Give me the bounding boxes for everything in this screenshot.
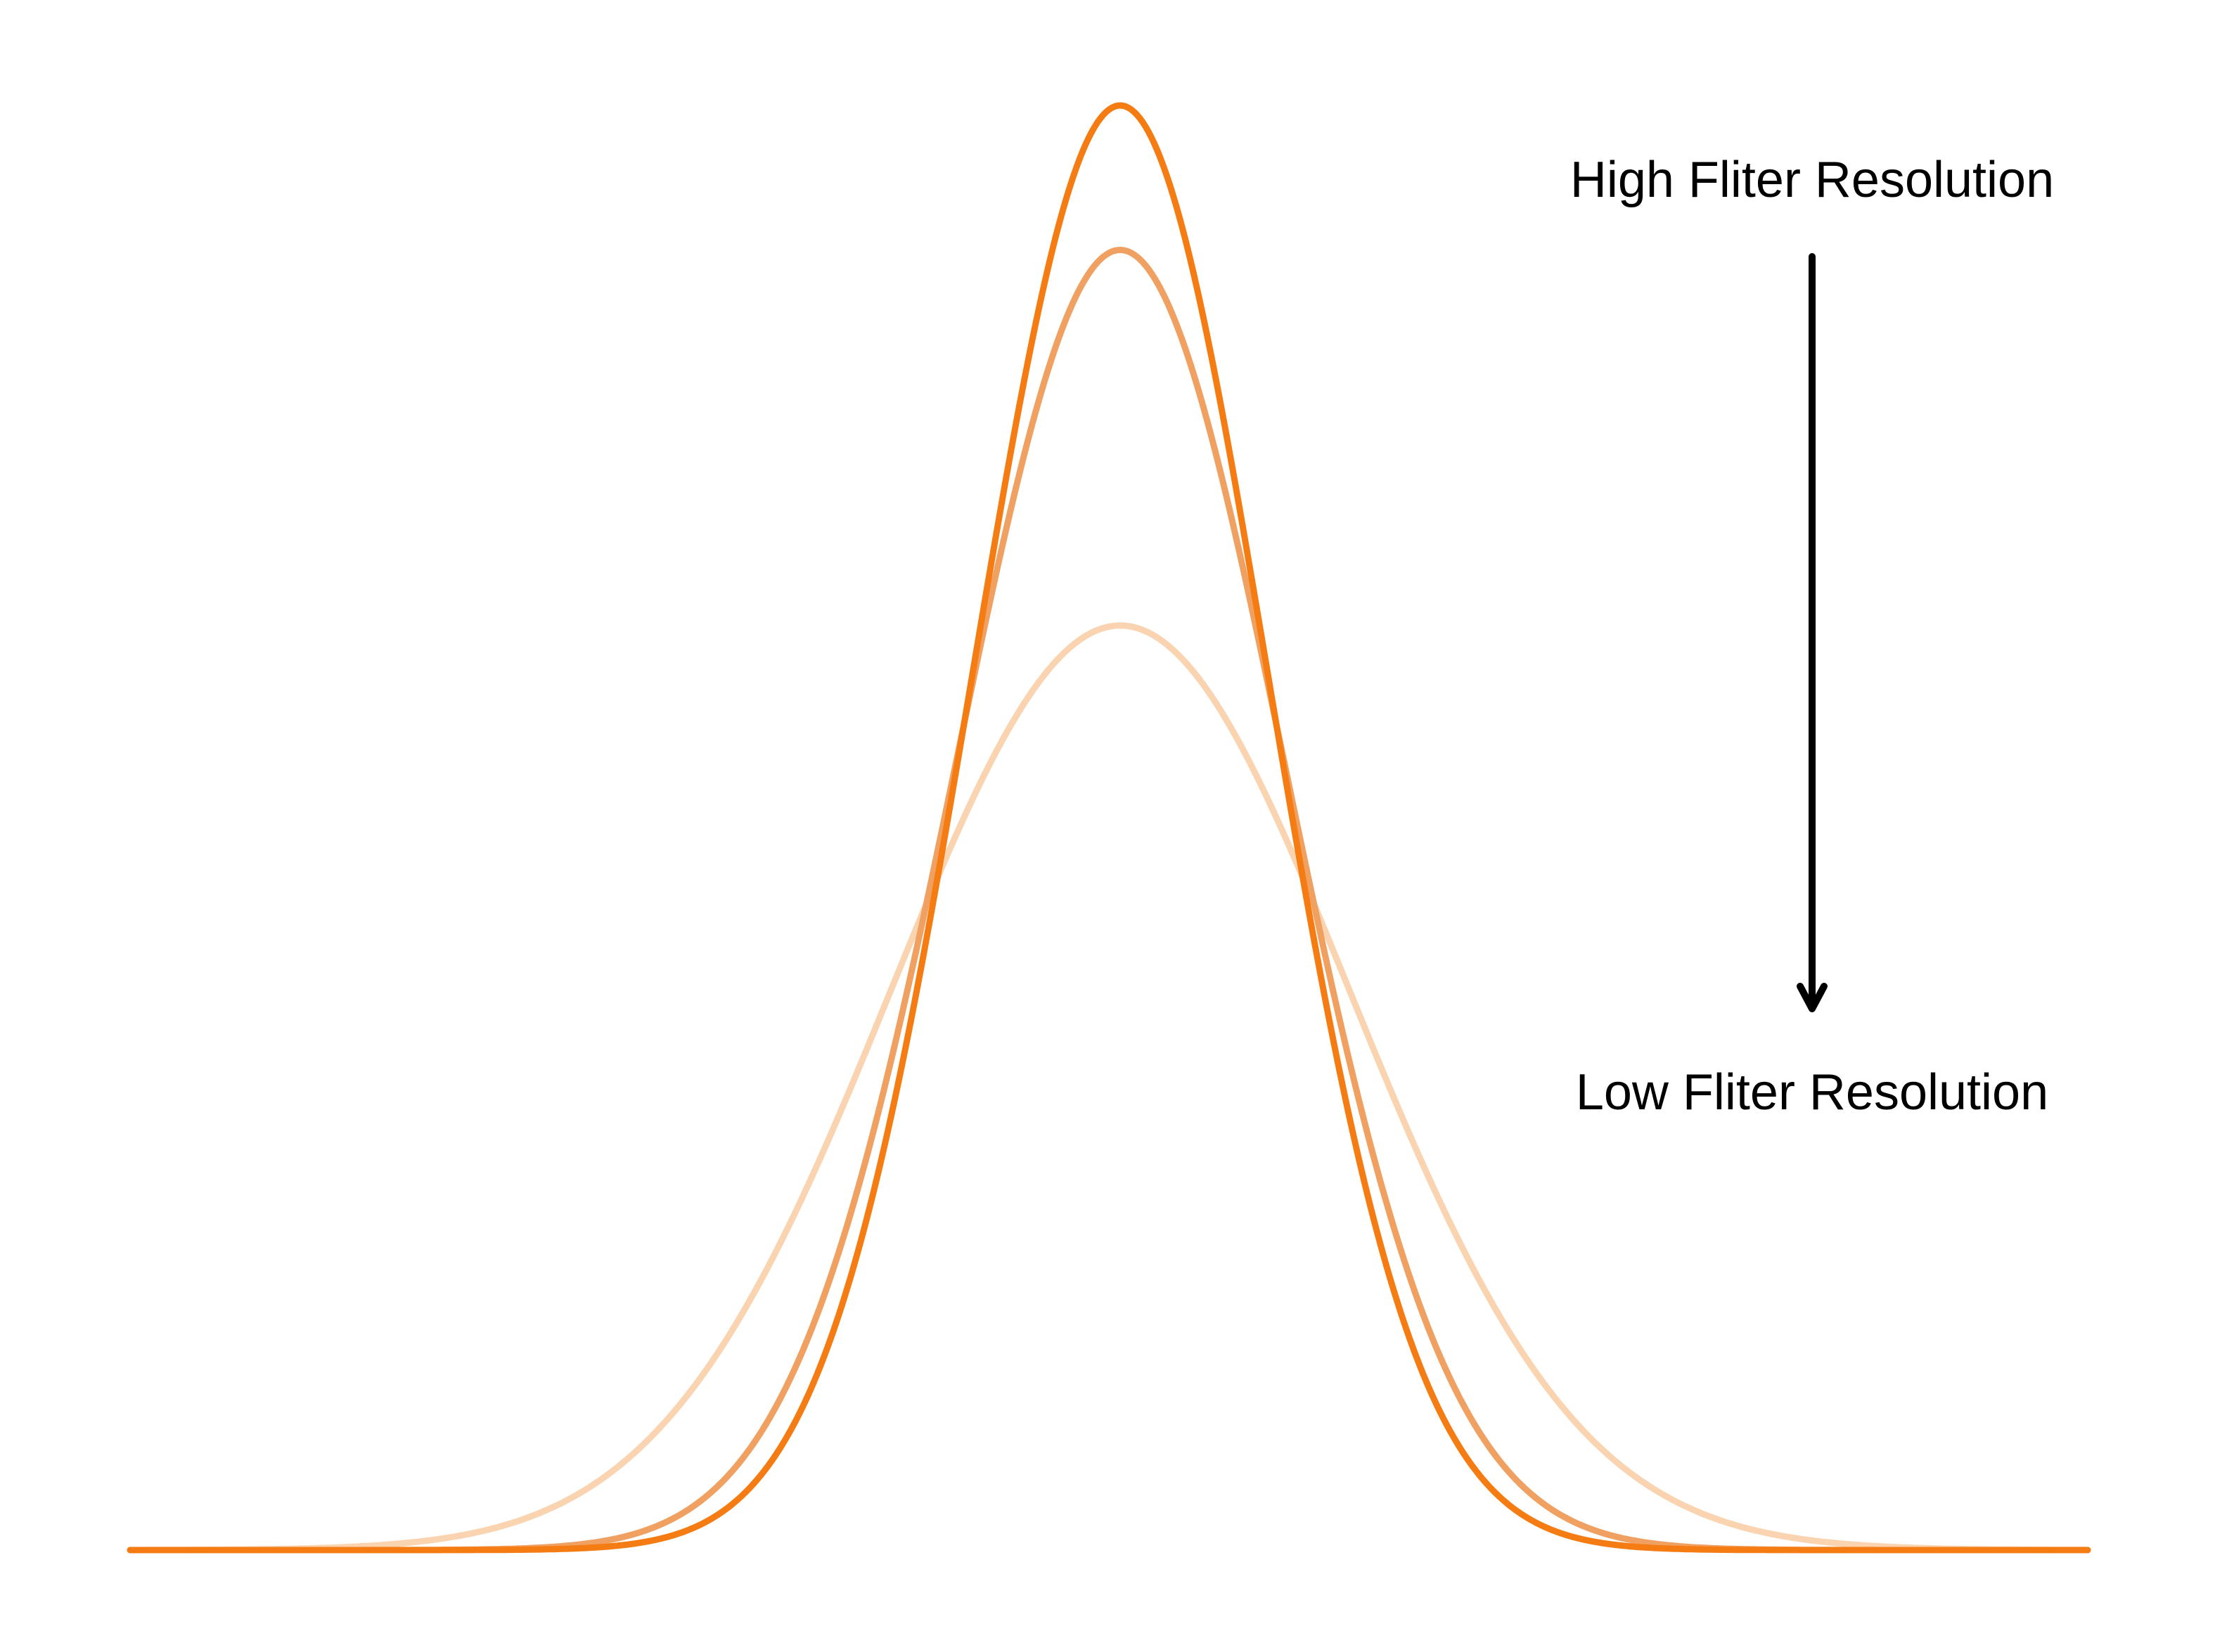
top-label: High Fliter Resolution	[1570, 152, 2054, 208]
curve-low	[127, 622, 2091, 1554]
curve-medium	[127, 247, 2091, 1554]
resolution-arrow	[1797, 253, 1828, 1012]
curve-high	[127, 102, 2091, 1554]
curves-group	[127, 102, 2091, 1554]
bottom-label: Low Fliter Resolution	[1576, 1064, 2048, 1121]
arrow-head	[1797, 983, 1828, 1012]
